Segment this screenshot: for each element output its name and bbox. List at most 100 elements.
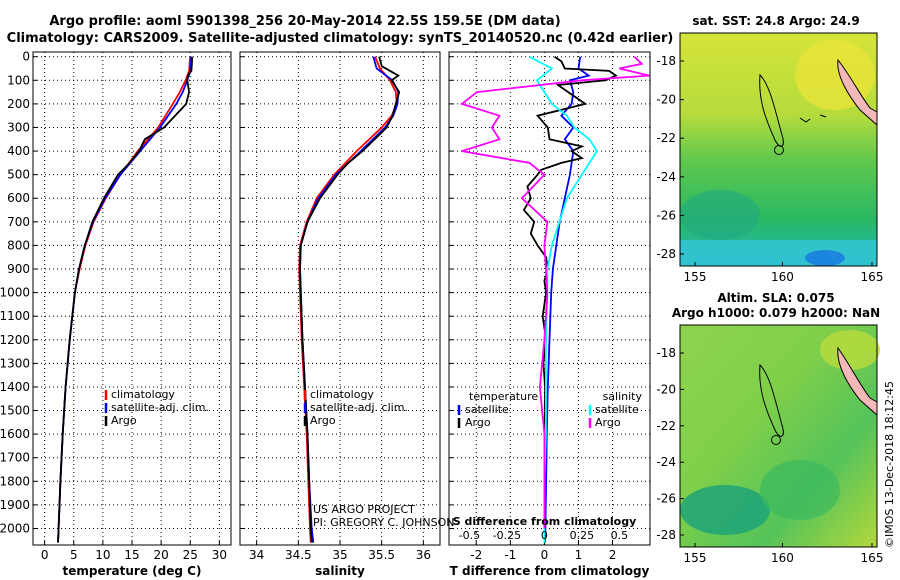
y-tick-label: 500 <box>7 168 30 182</box>
sla-new-caledonia-coast <box>759 363 784 437</box>
map-x-tick-label: 165 <box>861 551 884 565</box>
y-tick-label: 2000 <box>0 521 30 535</box>
plot-frame <box>448 51 651 546</box>
x-tick-label: 20 <box>153 548 168 562</box>
sst-cool-patch <box>680 190 760 240</box>
s-axis-label: S difference from climatology <box>453 515 637 528</box>
legend-entry: climatology <box>310 388 374 401</box>
y-tick-label: 1100 <box>0 309 30 323</box>
x-tick-label: 10 <box>95 548 110 562</box>
plot-frame <box>239 51 441 546</box>
sst-map-frame <box>679 32 878 267</box>
y-tick-label: 1900 <box>0 498 30 512</box>
map-y-tick-label: -24 <box>656 455 676 469</box>
x-axis-label: temperature (deg C) <box>63 564 202 578</box>
sst-deep-patch <box>805 250 845 266</box>
series-argo <box>57 56 193 543</box>
map-x-tick-label: 165 <box>861 270 884 284</box>
s-tick-label: 0 <box>541 529 548 542</box>
map-y-tick-label: -18 <box>656 54 676 68</box>
legend-entry: satellite-adj. clim. <box>310 401 408 414</box>
y-tick-label: 900 <box>7 262 30 276</box>
title-line-1: Argo profile: aoml 5901398_256 20-May-20… <box>49 14 560 29</box>
map-x-tick-label: 155 <box>684 551 707 565</box>
legend-entry: Argo <box>111 414 137 427</box>
sla-high-patch <box>820 330 880 370</box>
x-axis-label: T difference from climatology <box>450 564 650 578</box>
y-tick-label: 400 <box>7 144 30 158</box>
sst-map-axes: 155 160 165 -18 -20 -22 -24 -26 -28 <box>656 54 883 284</box>
legend-entry: satellite-adj. clim. <box>111 401 209 414</box>
map-y-tick-label: -18 <box>656 346 676 360</box>
x-axis-label: salinity <box>315 564 365 578</box>
title-line-2: Climatology: CARS2009. Satellite-adjuste… <box>7 31 674 46</box>
plot-frame <box>32 51 232 546</box>
s-tick-label: -0.5 <box>459 529 480 542</box>
x-tick-label: 35.5 <box>368 548 395 562</box>
y-tick-label: 1500 <box>0 404 30 418</box>
legend-entry: climatology <box>111 388 175 401</box>
credit-project: US ARGO PROJECT <box>313 503 415 516</box>
s-tick-label: 0.25 <box>570 529 595 542</box>
legend-entry: satellite <box>465 403 509 416</box>
map-y-tick-label: -22 <box>656 419 676 433</box>
y-tick-label: 100 <box>7 73 30 87</box>
sst-argo-position <box>774 145 784 155</box>
x-tick-label: 35 <box>332 548 347 562</box>
legend-entry: Argo <box>465 416 491 429</box>
x-tick-label: 0 <box>541 548 549 562</box>
x-tick-label: 30 <box>212 548 227 562</box>
sst-map-title: sat. SST: 24.8 Argo: 24.9 <box>692 14 859 28</box>
y-tick-label: 1600 <box>0 427 30 441</box>
map-x-tick-label: 160 <box>771 551 794 565</box>
legend-entry: Argo <box>310 414 336 427</box>
sla-map <box>679 324 880 548</box>
sst-map <box>679 32 878 267</box>
sla-argo-position <box>771 435 781 445</box>
difference-panel: T difference from climatology temperature… <box>448 51 651 578</box>
legend-entry: Argo <box>595 416 621 429</box>
legend-entry: satellite <box>595 403 639 416</box>
series-t-satellite <box>544 56 591 543</box>
sst-reef-small <box>799 114 827 123</box>
map-y-tick-label: -26 <box>656 492 676 506</box>
sla-map-axes: 155 160 165 -18 -20 -22 -24 -26 -28 <box>656 346 883 565</box>
series-s-satellite <box>528 55 598 543</box>
x-tick-label: -2 <box>470 548 482 562</box>
map-y-tick-label: -20 <box>656 93 676 107</box>
y-tick-label: 200 <box>7 97 30 111</box>
sla-map-title-line-2: Argo h1000: 0.079 h2000: NaN <box>672 306 880 320</box>
legend-title-temperature: temperature <box>469 390 538 403</box>
y-tick-label: 1800 <box>0 474 30 488</box>
y-tick-label: 800 <box>7 238 30 252</box>
x-tick-label: 5 <box>70 548 78 562</box>
x-tick-label: 25 <box>183 548 198 562</box>
y-tick-label: 1700 <box>0 451 30 465</box>
s-tick-label: 0.5 <box>611 529 629 542</box>
s-tick-label: -0.25 <box>493 529 521 542</box>
sla-mid-patch <box>760 460 840 520</box>
x-tick-label: 34 <box>249 548 264 562</box>
sla-low-patch <box>680 485 770 535</box>
x-tick-label: 36 <box>416 548 431 562</box>
map-y-tick-label: -20 <box>656 382 676 396</box>
x-tick-label: 15 <box>124 548 139 562</box>
y-tick-label: 300 <box>7 120 30 134</box>
sla-map-title-line-1: Altim. SLA: 0.075 <box>717 291 834 305</box>
map-y-tick-label: -28 <box>656 528 676 542</box>
map-y-tick-label: -28 <box>656 247 676 261</box>
map-y-tick-label: -22 <box>656 131 676 145</box>
imos-watermark: ©IMOS 13-Dec-2018 18:12:45 <box>883 381 896 548</box>
y-tick-label: 1200 <box>0 333 30 347</box>
y-tick-label: 1300 <box>0 356 30 370</box>
y-tick-label: 700 <box>7 215 30 229</box>
salinity-panel: 34 34.5 35 35.5 36 salinity climatologysatelli… <box>239 51 441 578</box>
map-x-tick-label: 160 <box>771 270 794 284</box>
x-tick-label: 0 <box>41 548 49 562</box>
sst-cyan-band <box>680 240 877 266</box>
x-tick-label: 2 <box>609 548 617 562</box>
x-tick-label: 1 <box>575 548 583 562</box>
y-tick-label: 600 <box>7 191 30 205</box>
credit-pi: PI: GREGORY C. JOHNSON <box>313 516 454 529</box>
